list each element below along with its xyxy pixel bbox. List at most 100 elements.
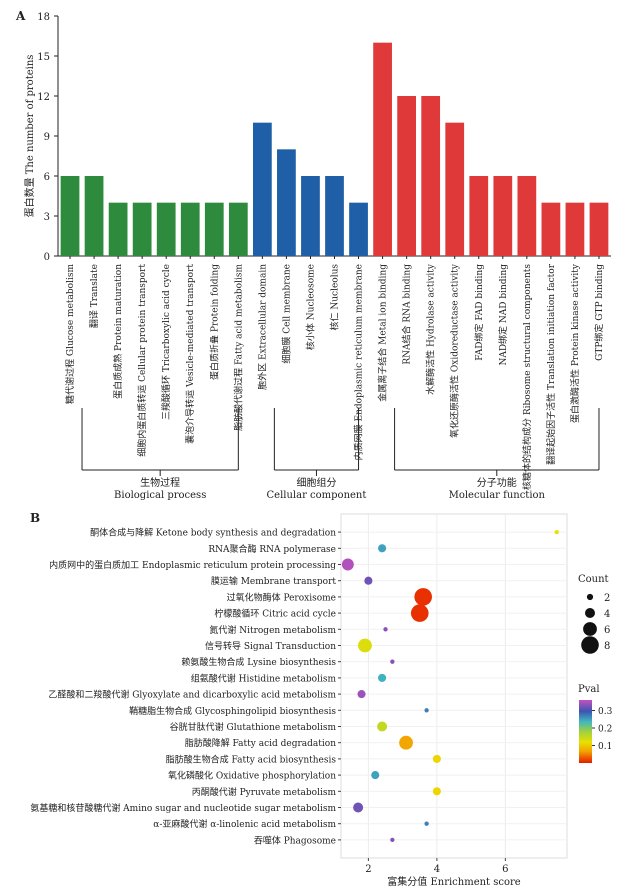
bar	[325, 176, 344, 256]
bubble	[424, 821, 429, 826]
pval-legend-title: Pval	[578, 684, 600, 695]
y-tick-label: 3	[44, 212, 50, 223]
panel-b-label: B	[30, 511, 40, 525]
count-legend-label: 2	[604, 593, 610, 604]
bubble	[377, 721, 388, 732]
category-label: 内质网膜 Endoplasmic reticulum membrane	[353, 264, 365, 460]
y-tick-label: 18	[37, 12, 50, 23]
term-label: α-亚麻酸代谢 α-linolenic acid metabolism	[153, 818, 336, 830]
category-label: 蛋白激酶活性 Protein kinase activity	[569, 263, 581, 423]
count-legend-label: 8	[604, 641, 610, 652]
category-label: NAD绑定 NAD binding	[497, 264, 509, 366]
bar	[349, 202, 368, 256]
y-axis-label: 蛋白数量 The number of proteins	[23, 55, 36, 218]
term-label: 内质网中的蛋白质加工 Endoplasmic reticulum protein…	[49, 559, 336, 571]
bar	[517, 176, 537, 256]
bar	[301, 176, 320, 256]
bar	[565, 202, 585, 256]
bar	[252, 122, 272, 257]
term-label: 脂肪酸降解 Fatty acid degradation	[185, 737, 337, 749]
category-label: 脂肪酸代谢过程 Fatty acid metabolism	[232, 264, 244, 431]
bubble	[554, 529, 559, 535]
category-label: 氧化还原酶活性 Oxidoreductase activity	[449, 263, 461, 438]
bar	[445, 122, 465, 257]
category-label: 核仁 Nucleolus	[329, 264, 341, 331]
term-label: 组氨酸代谢 Histidine metabolism	[191, 672, 337, 684]
term-label: 谷胱甘肽代谢 Glutathione metabolism	[170, 721, 337, 733]
bubble	[378, 673, 387, 682]
bar-chart-panel: 0 3 6 9 12 15 18 蛋白数量 The number of proteins 糖代谢…	[23, 12, 611, 501]
term-label: 鞘糖脂生物合成 Glycosphingolipid biosynthesis	[129, 705, 336, 717]
bar	[493, 176, 513, 256]
bar	[228, 202, 248, 256]
term-label: 信号转导 Signal Transduction	[205, 640, 336, 652]
category-label: 核糖体的结构成分 Ribosome structural components	[521, 264, 533, 490]
count-legend-label: 4	[604, 609, 610, 620]
bar	[132, 202, 152, 256]
term-label: RNA聚合酶 RNA polymerase	[208, 543, 336, 555]
category-label: 胞外区 Extracellular domain	[256, 264, 268, 390]
bubble	[432, 787, 441, 796]
bubble	[424, 708, 429, 713]
count-legend-dot	[581, 636, 599, 654]
group-label-en: Cellular component	[267, 490, 367, 501]
term-label: 赖氨酸生物合成 Lysine biosynthesis	[181, 656, 336, 668]
bubble	[390, 659, 395, 664]
count-legend-dot	[586, 593, 594, 601]
category-label: 囊泡介导转运 Vesicle-mediated transport	[184, 264, 196, 444]
bar	[108, 202, 128, 256]
pval-tick-label: 0.3	[598, 707, 613, 717]
category-label: 核小体 Nucleosome	[304, 264, 316, 350]
term-label: 丙酮酸代谢 Pyruvate metabolism	[192, 786, 337, 798]
bar	[469, 176, 489, 256]
bubble	[414, 588, 432, 606]
count-legend-dot	[583, 622, 597, 636]
bubble	[357, 690, 366, 699]
plot-area	[340, 513, 568, 859]
term-label: 柠檬酸循环 Citric acid cycle	[214, 608, 336, 620]
category-label: 细胞膜 Cell membrane	[280, 264, 292, 364]
y-tick-label: 0	[44, 252, 50, 263]
pval-colorbar	[579, 700, 592, 763]
term-label: 吞噬体 Phagosome	[254, 834, 336, 846]
term-label: 过氧化物酶体 Peroxisome	[227, 591, 336, 603]
term-label: 乙醛酸和二羧酸代谢 Glyoxylate and dicarboxylic ac…	[48, 689, 336, 701]
bubble	[410, 604, 429, 622]
bubble	[432, 754, 441, 763]
category-label: 翻译起始因子活性 Translation initiation factor	[545, 263, 557, 465]
term-label: 脂肪酸生物合成 Fatty acid biosynthesis	[166, 753, 337, 765]
pval-tick-label: 0.1	[598, 742, 612, 752]
category-label: GTP绑定 GTP binding	[593, 264, 605, 361]
group-label-zh: 细胞组分	[296, 476, 336, 489]
bar	[84, 176, 104, 256]
x-axis-label: 富集分值 Enrichment score	[387, 875, 521, 888]
category-label: FAD绑定 FAD binding	[473, 264, 485, 361]
y-tick-label: 15	[37, 52, 50, 63]
group-label-en: Molecular function	[449, 490, 546, 501]
category-label: 翻译 Translate	[89, 264, 100, 328]
bubble	[378, 544, 387, 553]
term-label: 氮代谢 Nitrogen metabolism	[209, 624, 336, 636]
bubble	[371, 771, 380, 780]
y-tick-label: 9	[44, 132, 50, 143]
bar	[277, 149, 296, 256]
term-label: 酮体合成与降解 Ketone body synthesis and degrad…	[90, 527, 336, 539]
category-label: 糖代谢过程 Glucose metabolism	[64, 264, 76, 404]
category-label: RNA结合 RNA binding	[401, 264, 413, 365]
group-label-zh: 生物过程	[140, 476, 180, 489]
bubble	[353, 802, 364, 813]
bubble	[341, 558, 354, 571]
category-label: 三羧酸循环 Tricarboxylic acid cycle	[160, 264, 172, 420]
count-legend-dot	[585, 608, 595, 618]
x-tick-label: 6	[502, 864, 508, 875]
bubble	[364, 576, 373, 585]
count-legend-label: 6	[604, 625, 610, 636]
group-label-en: Biological process	[114, 490, 206, 501]
category-label: 金属离子结合 Metal ion binding	[377, 264, 389, 402]
x-tick-label: 4	[434, 864, 440, 875]
y-tick-label: 12	[37, 92, 50, 103]
bubble-chart-panel: 2 4 6 酮体合成与降解 Ketone body synthesis and deg…	[30, 513, 613, 888]
bar	[180, 202, 200, 256]
panel-a-label: A	[15, 9, 26, 23]
